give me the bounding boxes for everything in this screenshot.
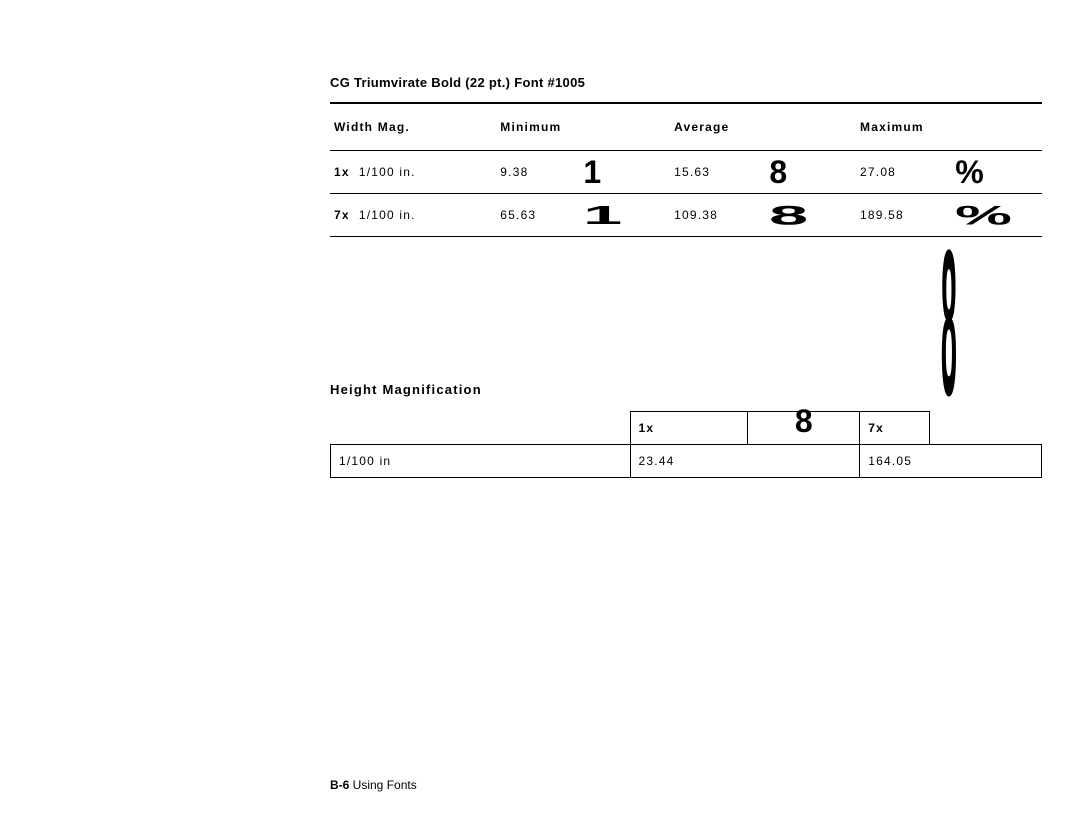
cell-avg-val: 15.63 xyxy=(670,151,765,194)
unit-label: 1/100 in. xyxy=(359,208,416,222)
cell-max-glyph: % xyxy=(951,194,1042,237)
col-width-mag: Width Mag. xyxy=(330,103,496,151)
glyph-8-1x: 8 xyxy=(769,154,787,190)
table-row: 7x 1/100 in. 65.63 1 109.38 8 189.58 % xyxy=(330,194,1042,237)
cell-avg-glyph: 8 xyxy=(765,194,856,237)
cell-unit: 1/100 in xyxy=(331,445,631,478)
col-minimum: Minimum xyxy=(496,103,670,151)
glyph-8-7x: 8 xyxy=(769,201,808,228)
cell-mag: 7x 1/100 in. xyxy=(330,194,496,237)
mag-label: 7x xyxy=(334,208,350,222)
cell-glyph-1x: 8 xyxy=(748,412,860,445)
table-header-row: 1x 8 7x xyxy=(331,412,1042,445)
glyph-1-1x: 1 xyxy=(583,154,601,190)
glyph-pct-1x: % xyxy=(955,154,983,190)
col-1x: 1x xyxy=(630,412,748,445)
glyph-pct-7x: % xyxy=(955,201,1012,228)
cell-7x-val: 164.05 xyxy=(860,445,1042,478)
height-mag-table: 1x 8 7x 1/100 in 23.44 164.05 xyxy=(330,411,1042,478)
cell-min-val: 9.38 xyxy=(496,151,579,194)
col-7x: 7x xyxy=(860,412,930,445)
page-footer: B-6 Using Fonts xyxy=(330,778,417,792)
font-title: CG Triumvirate Bold (22 pt.) Font #1005 xyxy=(330,75,1042,90)
cell-1x-val: 23.44 xyxy=(630,445,860,478)
height-mag-title: Height Magnification xyxy=(330,382,1042,397)
table-row: 1/100 in 23.44 164.05 xyxy=(331,445,1042,478)
cell-avg-glyph: 8 xyxy=(765,151,856,194)
cell-min-glyph: 1 xyxy=(579,151,670,194)
table-header-row: Width Mag. Minimum Average Maximum xyxy=(330,103,1042,151)
cell-avg-val: 109.38 xyxy=(670,194,765,237)
cell-max-glyph: % xyxy=(951,151,1042,194)
cell-min-glyph: 1 xyxy=(579,194,670,237)
glyph-1-7x: 1 xyxy=(583,202,622,228)
width-mag-table: Width Mag. Minimum Average Maximum 1x 1/… xyxy=(330,102,1042,237)
cell-mag: 1x 1/100 in. xyxy=(330,151,496,194)
col-maximum: Maximum xyxy=(856,103,1042,151)
cell-max-val: 27.08 xyxy=(856,151,951,194)
glyph-8-height-1x: 8 xyxy=(795,403,813,439)
cell-blank xyxy=(331,412,631,445)
col-average: Average xyxy=(670,103,856,151)
cell-max-val: 189.58 xyxy=(856,194,951,237)
table-row: 1x 1/100 in. 9.38 1 15.63 8 27.08 % xyxy=(330,151,1042,194)
glyph-8-7x-tall: 8 xyxy=(941,219,957,427)
unit-label: 1/100 in. xyxy=(359,165,416,179)
mag-label: 1x xyxy=(334,165,350,179)
footer-page-num: B-6 xyxy=(330,778,349,792)
cell-min-val: 65.63 xyxy=(496,194,579,237)
footer-section: Using Fonts xyxy=(349,778,416,792)
